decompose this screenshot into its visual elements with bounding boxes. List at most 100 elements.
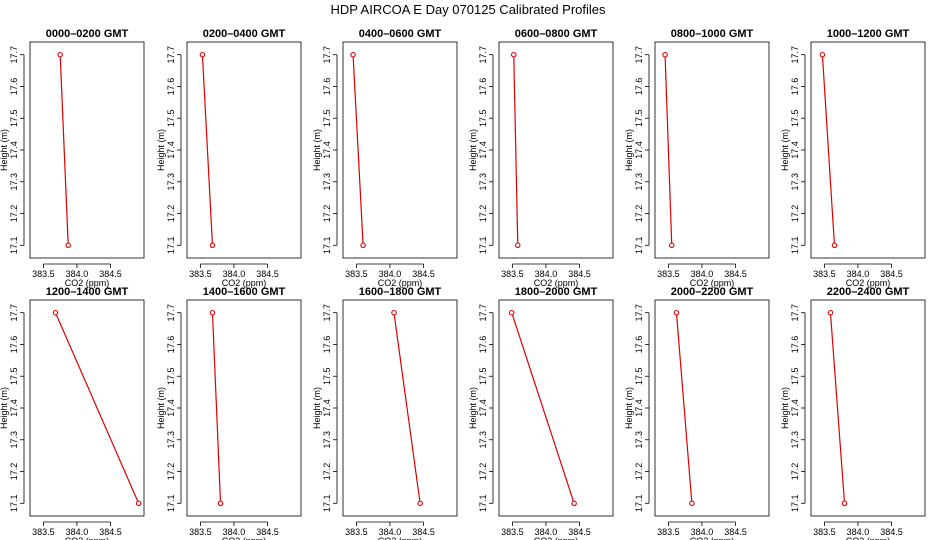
data-point <box>391 309 397 316</box>
y-tick-label: 17.3 <box>322 431 332 449</box>
x-tick-label: 384.0 <box>691 269 714 279</box>
y-tick-label: 17.6 <box>9 336 19 354</box>
y-tick-label: 17.6 <box>478 78 488 96</box>
y-tick-label: 17.7 <box>166 304 176 322</box>
y-tick-label: 17.6 <box>9 78 19 96</box>
y-tick-label: 17.7 <box>478 46 488 64</box>
y-axis-label: Height (m) <box>624 387 634 429</box>
y-tick-label: 17.4 <box>9 141 19 159</box>
profile-line <box>511 312 575 504</box>
y-tick-label: 17.5 <box>9 109 19 127</box>
y-tick-label: 17.3 <box>322 173 332 191</box>
y-tick-label: 17.4 <box>478 141 488 159</box>
y-tick-label: 17.4 <box>166 399 176 417</box>
x-axis-label: CO2 (ppm) <box>378 536 423 540</box>
plot-frame <box>29 41 145 259</box>
data-point <box>689 500 695 507</box>
x-tick-label: 384.5 <box>724 269 747 279</box>
y-axis-label: Height (m) <box>780 387 790 429</box>
y-axis-label: Height (m) <box>624 129 634 171</box>
y-tick-label: 17.6 <box>634 336 644 354</box>
data-point <box>841 500 848 507</box>
plot-frame <box>810 299 926 517</box>
data-point <box>571 500 577 507</box>
y-tick-label: 17.4 <box>166 141 176 159</box>
y-tick-label: 17.5 <box>634 367 644 385</box>
panel-title: 0400–0600 GMT <box>359 28 442 40</box>
x-tick-label: 384.5 <box>256 269 279 279</box>
x-axis-label: CO2 (ppm) <box>65 278 110 288</box>
x-axis-label: CO2 (ppm) <box>534 536 579 540</box>
x-tick-label: 384.0 <box>847 269 870 279</box>
data-point <box>669 242 675 249</box>
y-tick-label: 17.4 <box>322 399 332 417</box>
y-tick-label: 17.4 <box>322 141 332 159</box>
data-point <box>350 51 356 58</box>
y-tick-label: 17.3 <box>166 431 176 449</box>
profile-line <box>393 312 421 504</box>
panel-title: 0600–0800 GMT <box>515 28 598 40</box>
data-point <box>819 51 826 58</box>
panel-title: 1400–1600 GMT <box>203 286 286 298</box>
x-tick-label: 384.5 <box>724 527 747 537</box>
x-axis-label: CO2 (ppm) <box>378 278 423 288</box>
data-point <box>831 242 838 249</box>
y-tick-label: 17.4 <box>634 399 644 417</box>
plot-frame <box>498 41 614 259</box>
y-axis-label: Height (m) <box>312 129 322 171</box>
y-tick-label: 17.7 <box>634 46 644 64</box>
y-tick-label: 17.6 <box>790 336 800 354</box>
data-point <box>57 51 63 58</box>
y-tick-label: 17.1 <box>166 237 176 255</box>
profile-line <box>675 312 693 504</box>
panel-title: 0800–1000 GMT <box>671 28 754 40</box>
y-tick-label: 17.2 <box>166 205 176 223</box>
panel-title: 1200–1400 GMT <box>46 286 129 298</box>
y-tick-label: 17.5 <box>166 109 176 127</box>
x-tick-label: 384.0 <box>66 527 89 537</box>
data-point <box>217 500 224 507</box>
y-axis-label: Height (m) <box>468 387 478 429</box>
profile-line <box>821 54 836 246</box>
data-point <box>417 500 423 507</box>
y-tick-label: 17.2 <box>478 463 488 481</box>
x-axis-label: CO2 (ppm) <box>690 278 735 288</box>
y-tick-label: 17.2 <box>9 205 19 223</box>
x-tick-label: 384.5 <box>99 269 122 279</box>
profile-line <box>664 54 673 246</box>
data-point <box>199 51 206 58</box>
x-tick-label: 384.0 <box>691 527 714 537</box>
data-point <box>209 242 216 249</box>
panel-title: 2000–2200 GMT <box>671 286 754 298</box>
y-tick-label: 17.2 <box>478 205 488 223</box>
y-tick-label: 17.1 <box>478 237 488 255</box>
y-tick-label: 17.7 <box>322 304 332 322</box>
x-tick-label: 384.5 <box>412 269 435 279</box>
y-axis-label: Height (m) <box>156 387 166 429</box>
panel-title: 0200–0400 GMT <box>203 28 286 40</box>
x-tick-label: 383.5 <box>813 269 836 279</box>
y-tick-label: 17.7 <box>322 46 332 64</box>
y-tick-label: 17.1 <box>322 495 332 513</box>
y-tick-label: 17.7 <box>478 304 488 322</box>
y-axis-label: Height (m) <box>312 387 322 429</box>
y-axis-label: Height (m) <box>780 129 790 171</box>
y-tick-label: 17.2 <box>166 463 176 481</box>
x-tick-label: 384.0 <box>223 527 246 537</box>
profile-line <box>211 312 222 504</box>
x-axis-label: CO2 (ppm) <box>690 536 735 540</box>
y-tick-label: 17.7 <box>9 46 19 64</box>
y-tick-label: 17.3 <box>478 431 488 449</box>
y-tick-label: 17.6 <box>634 78 644 96</box>
plot-frame <box>498 299 614 517</box>
